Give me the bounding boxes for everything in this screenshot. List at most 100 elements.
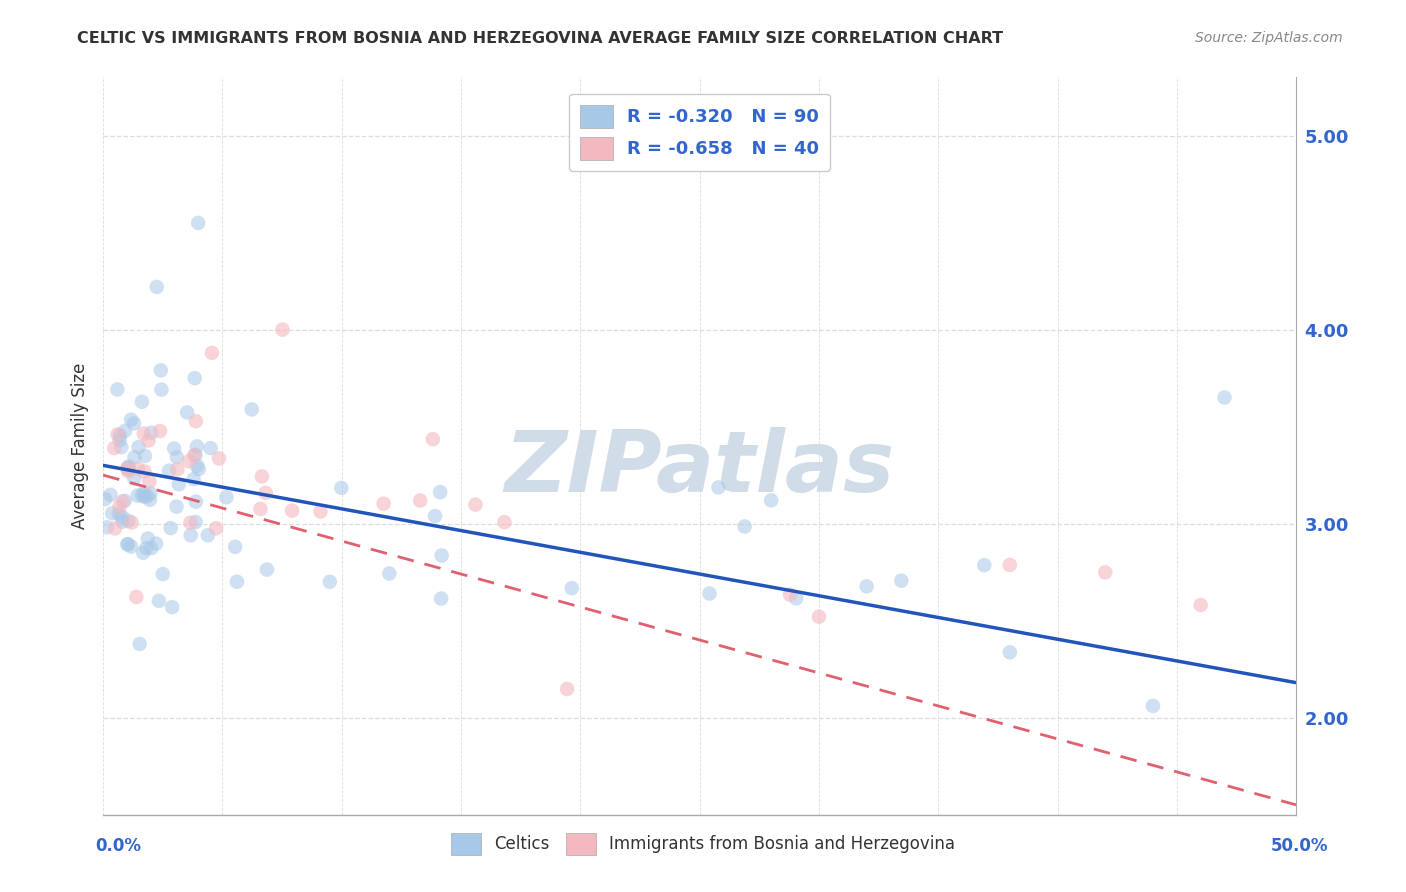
Point [215, 491, 238, 505]
Legend: Celtics, Immigrants from Bosnia and Herzegovina: Celtics, Immigrants from Bosnia and Herz… [444, 827, 962, 862]
Legend: R = -0.320   N = 90, R = -0.658   N = 40: R = -0.320 N = 90, R = -0.658 N = 40 [569, 94, 830, 171]
Point [197, 528, 219, 542]
Point [124, 450, 146, 464]
Point [134, 449, 156, 463]
Point [127, 462, 149, 476]
Point [249, 502, 271, 516]
Point [107, 427, 129, 442]
Point [122, 417, 145, 431]
Point [111, 509, 134, 524]
Point [134, 490, 156, 504]
Point [136, 489, 159, 503]
Point [184, 515, 207, 529]
Point [330, 481, 353, 495]
Point [166, 462, 188, 476]
Point [224, 540, 246, 554]
Point [378, 566, 401, 581]
Point [136, 532, 159, 546]
Point [1189, 598, 1212, 612]
Point [779, 588, 801, 602]
Point [973, 558, 995, 573]
Point [139, 486, 162, 500]
Point [309, 504, 332, 518]
Point [145, 536, 167, 550]
Point [101, 506, 124, 520]
Point [160, 600, 183, 615]
Point [121, 516, 143, 530]
Point [114, 493, 136, 508]
Point [117, 537, 139, 551]
Point [131, 488, 153, 502]
Point [179, 516, 201, 530]
Point [186, 439, 208, 453]
Point [166, 450, 188, 465]
Point [319, 574, 342, 589]
Point [115, 461, 138, 475]
Point [117, 460, 139, 475]
Point [250, 469, 273, 483]
Point [855, 579, 877, 593]
Point [422, 432, 444, 446]
Point [131, 394, 153, 409]
Point [1213, 391, 1236, 405]
Point [184, 414, 207, 428]
Point [128, 637, 150, 651]
Point [122, 471, 145, 485]
Point [201, 346, 224, 360]
Point [125, 590, 148, 604]
Point [117, 537, 139, 551]
Point [176, 405, 198, 419]
Point [108, 500, 131, 514]
Point [998, 558, 1021, 572]
Point [1142, 698, 1164, 713]
Point [807, 609, 830, 624]
Point [271, 323, 294, 337]
Point [114, 424, 136, 438]
Point [127, 489, 149, 503]
Point [146, 280, 169, 294]
Point [159, 521, 181, 535]
Point [103, 441, 125, 455]
Point [208, 451, 231, 466]
Point [120, 412, 142, 426]
Point [96, 520, 118, 534]
Point [132, 546, 155, 560]
Point [100, 488, 122, 502]
Point [94, 491, 117, 506]
Text: CELTIC VS IMMIGRANTS FROM BOSNIA AND HERZEGOVINA AVERAGE FAMILY SIZE CORRELATION: CELTIC VS IMMIGRANTS FROM BOSNIA AND HER… [77, 31, 1004, 46]
Point [108, 428, 131, 442]
Point [186, 458, 208, 473]
Point [1094, 566, 1116, 580]
Point [138, 475, 160, 489]
Point [180, 528, 202, 542]
Point [108, 433, 131, 447]
Point [149, 424, 172, 438]
Point [149, 363, 172, 377]
Point [734, 519, 756, 533]
Point [134, 464, 156, 478]
Point [148, 594, 170, 608]
Point [152, 567, 174, 582]
Point [707, 480, 730, 494]
Point [141, 425, 163, 440]
Point [183, 448, 205, 462]
Point [409, 493, 432, 508]
Y-axis label: Average Family Size: Average Family Size [72, 363, 89, 529]
Point [183, 371, 205, 385]
Point [132, 486, 155, 500]
Point [184, 448, 207, 462]
Point [430, 591, 453, 606]
Point [256, 563, 278, 577]
Text: 0.0%: 0.0% [96, 837, 142, 855]
Point [105, 383, 128, 397]
Point [184, 494, 207, 508]
Point [157, 464, 180, 478]
Point [429, 485, 451, 500]
Point [117, 514, 139, 528]
Point [785, 591, 807, 606]
Point [132, 426, 155, 441]
Point [200, 441, 222, 455]
Point [998, 645, 1021, 659]
Point [117, 462, 139, 476]
Point [111, 515, 134, 529]
